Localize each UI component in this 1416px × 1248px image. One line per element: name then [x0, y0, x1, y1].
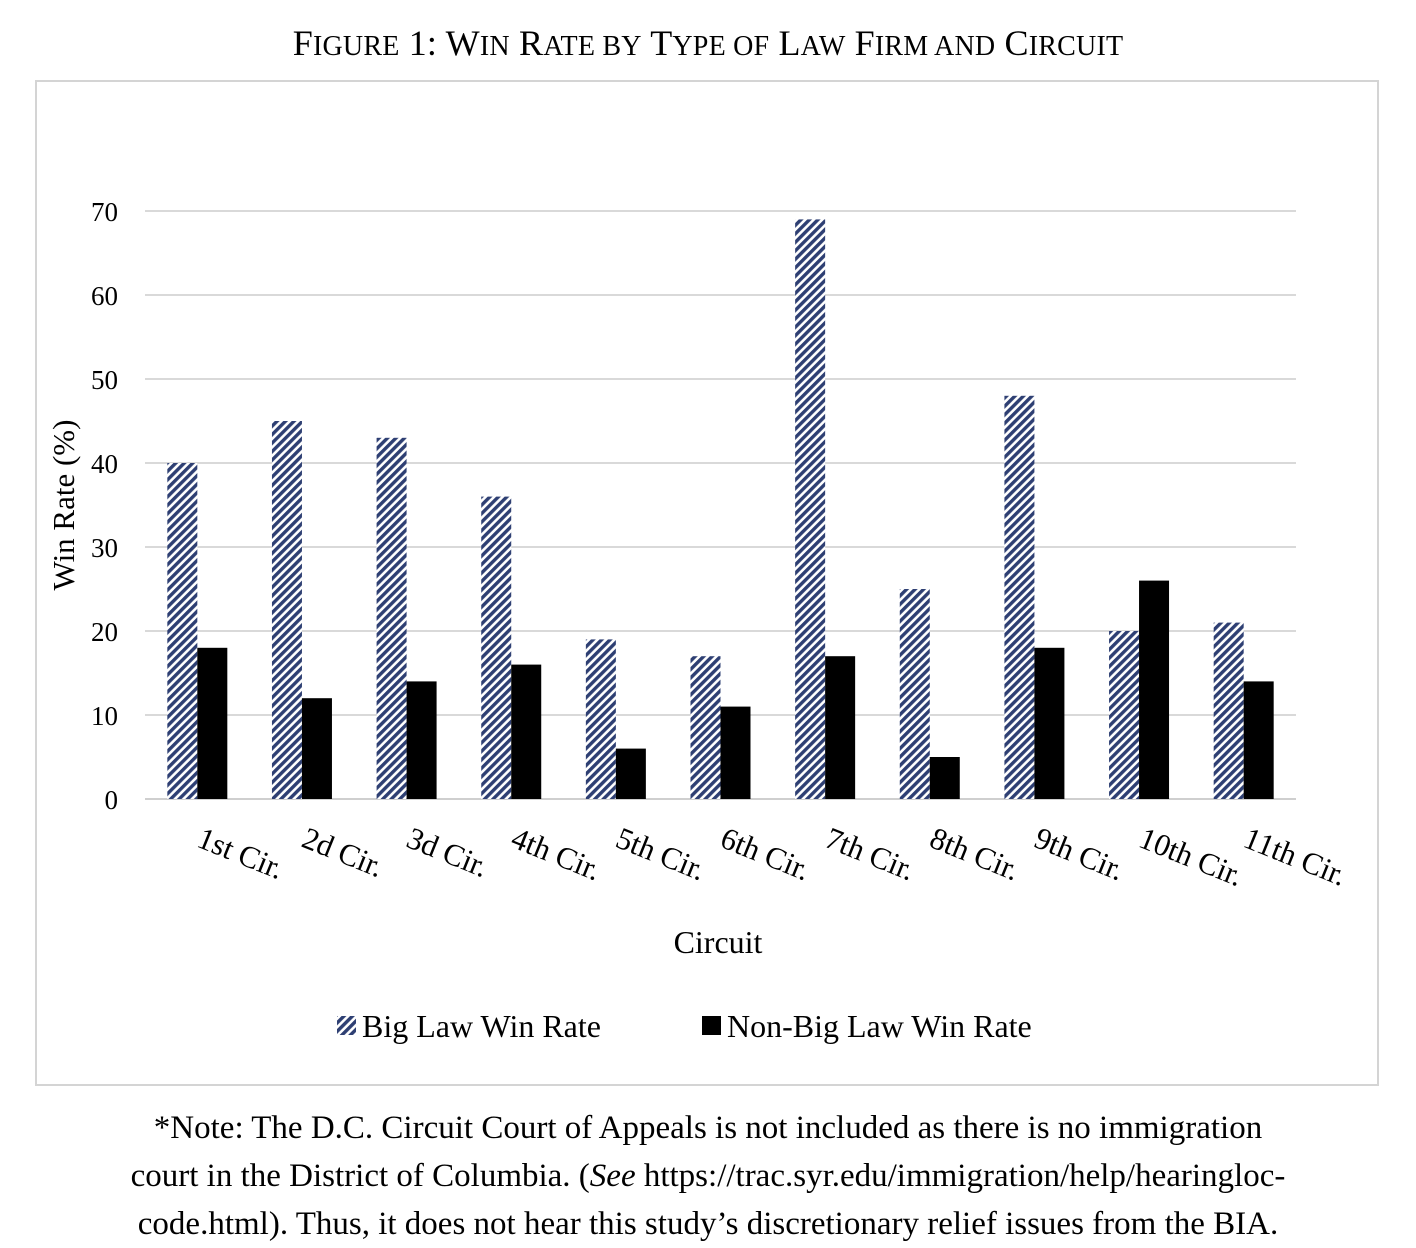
bar-non-big-law	[929, 757, 960, 799]
bar-big-law	[167, 463, 198, 799]
bar-big-law	[585, 639, 616, 799]
x-tick-label: 11th Cir.	[1239, 820, 1352, 893]
y-tick-label: 60	[91, 281, 118, 311]
legend-label-non-big-law: Non-Big Law Win Rate	[727, 1008, 1032, 1044]
note-line-3: code.html). Thus, it does not hear this …	[137, 1206, 1279, 1242]
title-part: T	[641, 23, 673, 63]
legend-swatch-non-big-law	[702, 1016, 721, 1035]
y-tick-label: 50	[91, 365, 118, 395]
x-tick-label: 9th Cir.	[1030, 820, 1129, 887]
figure-title: FIGURE 1: WIN RATE BY TYPE OF LAW FIRM A…	[0, 22, 1416, 64]
bar-big-law	[271, 421, 302, 799]
title-part: ATE BY	[543, 31, 642, 62]
title-part: 1: W	[399, 23, 480, 63]
bar-non-big-law	[406, 681, 437, 799]
note-line-1: *Note: The D.C. Circuit Court of Appeals…	[153, 1110, 1263, 1146]
legend: Big Law Win Rate Non-Big Law Win Rate	[337, 1008, 1032, 1044]
bar-big-law	[1004, 395, 1035, 799]
y-tick-label: 40	[91, 449, 118, 479]
bar-non-big-law	[301, 698, 332, 799]
note-see: See	[589, 1158, 636, 1194]
bar-non-big-law	[615, 748, 646, 799]
x-tick-label: 4th Cir.	[507, 820, 606, 887]
x-tick-labels: 1st Cir. 2d Cir. 3d Cir. 4th Cir. 5th Cir. 6t…	[193, 820, 1352, 893]
bar-non-big-law	[1034, 647, 1065, 799]
x-tick-label: 5th Cir.	[611, 820, 710, 887]
x-tick-label: 3d Cir.	[402, 820, 493, 884]
title-part: F	[845, 23, 875, 63]
y-tick-labels: 0 10 20 30 40 50 60 70	[91, 197, 118, 815]
title-part: L	[769, 23, 801, 63]
y-tick-label: 0	[105, 785, 119, 815]
y-axis-label: Win Rate (%)	[46, 420, 81, 591]
note-line-2-post: https://trac.syr.edu/immigration/help/he…	[635, 1158, 1286, 1194]
title-part: C	[995, 23, 1029, 63]
note-line-2-pre: court in the District of Columbia. (	[130, 1158, 590, 1194]
x-axis-label: Circuit	[674, 924, 763, 960]
x-tick-label: 10th Cir.	[1134, 820, 1248, 893]
bar-big-law	[899, 589, 930, 799]
title-part: IN	[479, 31, 510, 62]
y-tick-label: 70	[91, 197, 118, 227]
x-tick-label: 7th Cir.	[821, 820, 920, 887]
title-part: F	[292, 23, 313, 63]
bar-non-big-law	[1243, 681, 1274, 799]
x-tick-label: 6th Cir.	[716, 820, 815, 887]
y-tick-label: 10	[91, 701, 118, 731]
x-tick-label: 1st Cir.	[193, 820, 289, 886]
title-part: AW	[800, 31, 846, 62]
title-part: YPE OF	[672, 31, 770, 62]
y-tick-label: 20	[91, 617, 118, 647]
title-part: R	[509, 23, 544, 63]
note-line-2: court in the District of Columbia. (See …	[0, 1152, 1416, 1200]
x-tick-label: 2d Cir.	[297, 820, 388, 884]
bar-non-big-law	[825, 656, 856, 799]
bar-big-law	[376, 437, 407, 799]
bar-big-law	[690, 656, 721, 799]
bar-non-big-law	[1139, 580, 1170, 799]
bar-non-big-law	[511, 664, 542, 799]
bar-chart: 0 10 20 30 40 50 60 70 1st Cir. 2d Cir. 3d Cir. 4t…	[46, 197, 1352, 1044]
x-tick-label: 8th Cir.	[925, 820, 1024, 887]
title-part: IRM AND	[874, 31, 996, 62]
chart-frame	[35, 80, 1379, 1086]
bar-big-law	[1213, 622, 1244, 799]
title-part: IGURE	[312, 31, 400, 62]
bar-non-big-law	[197, 647, 228, 799]
title-part: IRCUIT	[1028, 31, 1124, 62]
legend-label-big-law: Big Law Win Rate	[362, 1008, 601, 1044]
bar-big-law	[1109, 631, 1140, 799]
bar-big-law	[481, 496, 512, 799]
bars	[167, 219, 1274, 799]
figure-note: *Note: The D.C. Circuit Court of Appeals…	[0, 1104, 1416, 1248]
y-tick-label: 30	[91, 533, 118, 563]
bar-big-law	[795, 219, 826, 799]
legend-swatch-big-law	[337, 1016, 356, 1035]
bar-non-big-law	[720, 706, 751, 799]
